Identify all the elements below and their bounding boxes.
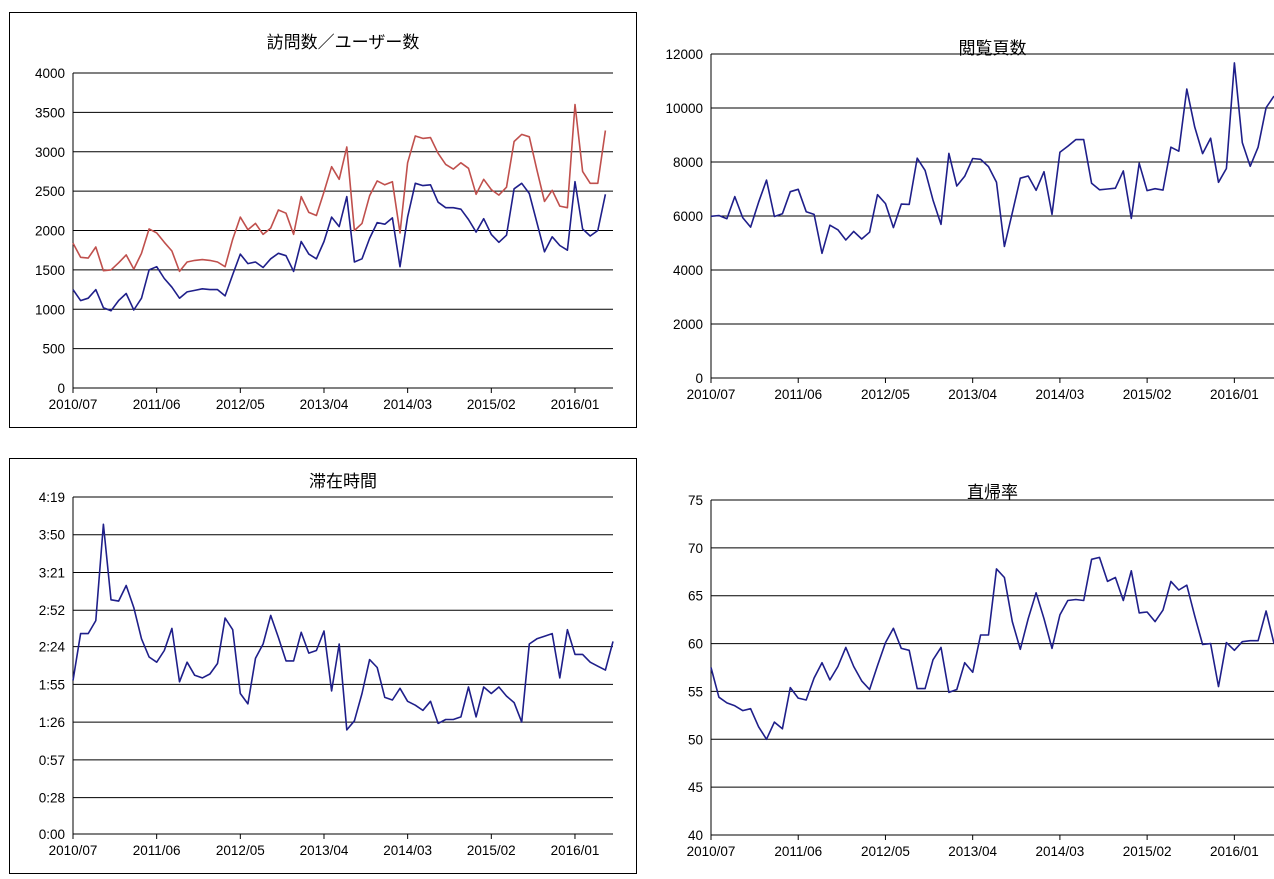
chart-visits-users: 訪問数／ユーザー数 0 500 1000 1500 2000 2500 3000 3500 400… — [9, 12, 637, 428]
chart-duration-svg: 滞在時間 0:00 0:28 0:57 1:26 1:55 2:24 2:52 3:21 3:50… — [9, 458, 637, 874]
series-line-0 — [72, 523, 614, 731]
series-line-0 — [72, 180, 607, 312]
chart-pageviews-svg: 閲覧頁数 0 2000 4000 6000 8000 10000 12000 2010/07 20… — [665, 39, 1274, 402]
y-tick-label: 50 — [688, 732, 703, 747]
y-tick-label: 4000 — [673, 263, 703, 278]
y-tick-label: 3:50 — [39, 528, 65, 543]
y-tick-label: 2:24 — [39, 640, 66, 655]
y-tick-label: 0 — [695, 371, 703, 386]
x-tick-label: 2016/01 — [551, 397, 600, 412]
chart-pageviews: 閲覧頁数 0 2000 4000 6000 8000 10000 12000 2010/07 20… — [661, 12, 1274, 428]
y-tick-label: 0:28 — [39, 791, 65, 806]
y-tick-label: 3:21 — [39, 565, 65, 580]
x-tick-label: 2012/05 — [861, 844, 910, 859]
chart-duration: 滞在時間 0:00 0:28 0:57 1:26 1:55 2:24 2:52 3:21 3:50… — [9, 458, 637, 874]
x-tick-label: 2013/04 — [948, 844, 997, 859]
y-tick-label: 8000 — [673, 155, 703, 170]
chart-bounce-rate: 直帰率 40 45 50 55 60 65 70 75 2010/07 2011/06 2012/05… — [661, 458, 1274, 874]
y-tick-label: 0:00 — [39, 827, 65, 842]
x-tick-label: 2010/07 — [49, 843, 98, 858]
chart-frame — [9, 12, 637, 428]
x-tick-label: 2012/05 — [216, 843, 265, 858]
y-tick-label: 6000 — [673, 209, 703, 224]
x-tick-label: 2013/04 — [300, 397, 349, 412]
series-line-0 — [710, 62, 1274, 255]
x-tick-label: 2014/03 — [1035, 844, 1084, 859]
chart-title: 直帰率 — [967, 483, 1018, 503]
y-tick-label: 2:52 — [39, 603, 65, 618]
series-line-1 — [72, 103, 607, 273]
x-tick-label: 2013/04 — [948, 387, 997, 402]
y-tick-label: 45 — [688, 780, 703, 795]
chart-title: 閲覧頁数 — [959, 39, 1027, 59]
y-tick-label: 12000 — [665, 47, 703, 62]
y-tick-label: 4:19 — [39, 490, 65, 505]
chart-title: 訪問数／ユーザー数 — [267, 33, 420, 53]
x-tick-label: 2016/01 — [551, 843, 600, 858]
x-tick-label: 2013/04 — [300, 843, 349, 858]
x-tick-label: 2011/06 — [133, 397, 181, 412]
y-tick-label: 3500 — [35, 105, 65, 120]
y-tick-label: 1:55 — [39, 677, 65, 692]
x-tick-label: 2012/05 — [861, 387, 910, 402]
y-tick-label: 70 — [688, 541, 703, 556]
x-tick-label: 2011/06 — [774, 387, 822, 402]
y-tick-label: 55 — [688, 684, 703, 699]
y-tick-label: 1500 — [35, 263, 65, 278]
x-tick-label: 2010/07 — [687, 844, 736, 859]
x-tick-label: 2011/06 — [133, 843, 181, 858]
y-tick-label: 75 — [688, 493, 703, 508]
x-tick-label: 2016/01 — [1210, 844, 1259, 859]
y-tick-label: 60 — [688, 637, 703, 652]
y-tick-label: 2000 — [35, 224, 65, 239]
y-tick-label: 3000 — [35, 145, 65, 160]
y-tick-label: 4000 — [35, 66, 65, 81]
y-tick-label: 40 — [688, 828, 703, 843]
x-tick-label: 2015/02 — [1123, 387, 1172, 402]
x-tick-label: 2014/03 — [383, 843, 432, 858]
series-line-0 — [710, 556, 1274, 741]
x-tick-label: 2014/03 — [383, 397, 432, 412]
x-tick-label: 2012/05 — [216, 397, 265, 412]
x-tick-label: 2010/07 — [687, 387, 736, 402]
x-tick-label: 2014/03 — [1035, 387, 1084, 402]
y-tick-label: 0:57 — [39, 753, 65, 768]
y-tick-label: 1000 — [35, 302, 65, 317]
y-tick-label: 0 — [57, 381, 65, 396]
chart-visits-users-svg: 訪問数／ユーザー数 0 500 1000 1500 2000 2500 3000 3500 400… — [9, 12, 637, 428]
x-tick-label: 2011/06 — [774, 844, 822, 859]
y-tick-label: 10000 — [665, 101, 703, 116]
y-tick-label: 2500 — [35, 184, 65, 199]
y-tick-label: 500 — [42, 342, 65, 357]
chart-title: 滞在時間 — [309, 472, 377, 492]
x-tick-label: 2016/01 — [1210, 387, 1259, 402]
y-tick-label: 65 — [688, 589, 703, 604]
x-tick-label: 2015/02 — [1123, 844, 1172, 859]
y-tick-label: 2000 — [673, 317, 703, 332]
chart-bounce-rate-svg: 直帰率 40 45 50 55 60 65 70 75 2010/07 2011/06 2012/05… — [687, 483, 1274, 859]
x-tick-label: 2010/07 — [49, 397, 98, 412]
y-tick-label: 1:26 — [39, 715, 65, 730]
chart-frame — [9, 458, 637, 874]
x-tick-label: 2015/02 — [467, 843, 516, 858]
x-tick-label: 2015/02 — [467, 397, 516, 412]
